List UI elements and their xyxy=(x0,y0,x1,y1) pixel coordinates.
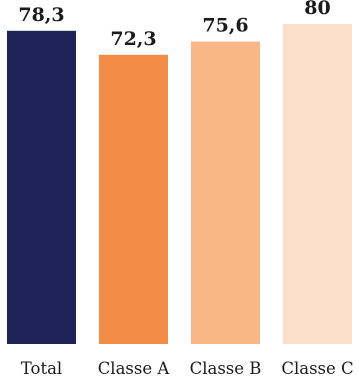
bar-total xyxy=(7,30,76,345)
bar-classe-c xyxy=(283,24,352,344)
value-label: 78,3 xyxy=(18,4,64,26)
value-label: 75,6 xyxy=(202,15,248,37)
bar-classe-a xyxy=(99,54,168,345)
value-label: 80 xyxy=(304,0,330,19)
category-label: Classe B xyxy=(190,359,262,378)
category-label: Classe A xyxy=(98,359,171,378)
category-label: Total xyxy=(21,359,62,378)
category-label: Classe C xyxy=(281,359,353,378)
bar-classe-b xyxy=(191,41,260,344)
value-label: 72,3 xyxy=(110,28,156,50)
